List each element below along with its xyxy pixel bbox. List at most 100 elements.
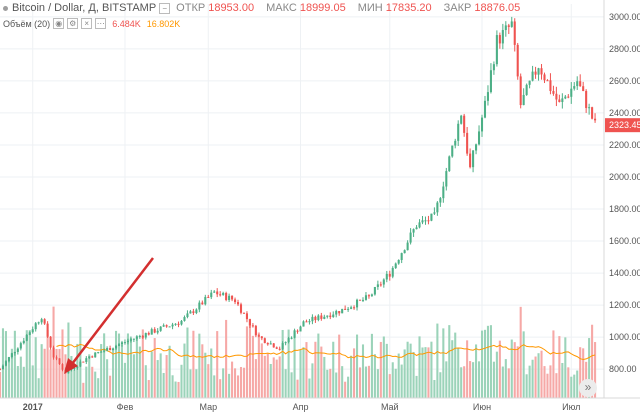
volume-bar xyxy=(549,365,552,398)
volume-bar xyxy=(109,375,112,398)
volume-bar xyxy=(299,350,302,398)
volume-bar xyxy=(281,329,284,398)
volume-bar xyxy=(120,344,124,398)
candle-body xyxy=(314,316,317,321)
last-price-badge xyxy=(605,118,640,133)
volume-bar xyxy=(388,374,391,398)
candle-body xyxy=(129,339,132,341)
candle-body xyxy=(186,313,189,318)
volume-bar xyxy=(367,365,370,398)
volume-bar xyxy=(522,331,525,398)
close-value: 18876.05 xyxy=(474,2,521,14)
volume-bar xyxy=(427,347,430,398)
volume-bar xyxy=(272,357,275,398)
candle-body xyxy=(174,323,177,325)
candle-body xyxy=(347,308,350,310)
candle-body xyxy=(117,344,121,346)
candle-body xyxy=(263,338,266,344)
volume-bar xyxy=(412,351,415,398)
candle-body xyxy=(287,338,290,343)
x-axis: 2017 Фев Мар Апр Май Июн Июл xyxy=(0,397,640,412)
volume-bar xyxy=(364,366,368,398)
candle-body xyxy=(120,342,124,345)
candle-body xyxy=(594,118,597,121)
volume-bar xyxy=(463,366,466,398)
candle-body xyxy=(293,330,296,338)
close-icon[interactable]: × xyxy=(81,18,93,29)
candle-body xyxy=(424,220,427,222)
candle-body xyxy=(168,326,171,328)
candle-body xyxy=(126,340,129,343)
candle-body xyxy=(147,333,150,335)
volume-bar xyxy=(10,348,13,398)
volume-bar xyxy=(171,375,174,398)
candle-body xyxy=(25,334,28,341)
volume-bar xyxy=(204,352,207,398)
volume-bar xyxy=(82,382,85,398)
volume-bar xyxy=(466,340,469,398)
candle-body xyxy=(516,44,519,77)
volume-bar xyxy=(320,346,323,398)
candle-body xyxy=(10,353,13,358)
more-icon[interactable]: ⋯ xyxy=(95,18,107,29)
candle-body xyxy=(504,25,507,31)
volume-bar xyxy=(347,376,350,398)
volume-bar xyxy=(403,349,406,398)
x-tick-label: Июн xyxy=(473,402,491,412)
volume-bar xyxy=(239,366,243,398)
eye-icon[interactable]: ◉ xyxy=(53,18,65,29)
volume-bar xyxy=(141,329,144,398)
volume-bar xyxy=(123,362,127,398)
collapse-icon[interactable]: − xyxy=(159,2,171,14)
volume-bar xyxy=(439,372,442,398)
candle-body xyxy=(275,347,278,349)
settings-icon[interactable]: ⚙ xyxy=(67,18,79,29)
candle-body xyxy=(403,250,406,254)
candle-body xyxy=(79,361,82,367)
volume-bar xyxy=(58,349,61,398)
candle-body xyxy=(519,76,522,106)
volume-bar xyxy=(40,344,43,398)
candle-body xyxy=(353,307,356,309)
volume-bar xyxy=(525,374,528,398)
candle-body xyxy=(451,145,454,157)
candle-body xyxy=(61,364,64,370)
volume-bar xyxy=(153,338,156,398)
double-chevron-right-icon: » xyxy=(584,380,592,394)
candle-body xyxy=(442,186,445,199)
volume-bar xyxy=(114,330,118,398)
candle-body xyxy=(135,336,138,339)
candle-body xyxy=(341,308,344,314)
candle-body xyxy=(591,107,594,119)
volume-bar xyxy=(245,326,248,398)
volume-bar xyxy=(228,373,231,398)
volume-bar xyxy=(88,354,91,398)
candle-body xyxy=(513,21,516,45)
volume-bar xyxy=(332,341,335,398)
scroll-to-realtime-button[interactable]: » xyxy=(579,379,597,397)
candle-body xyxy=(531,71,534,81)
volume-bar xyxy=(162,372,165,398)
volume-bar xyxy=(266,353,269,398)
candle-body xyxy=(579,81,582,87)
candle-body xyxy=(225,292,228,301)
candle-body xyxy=(543,74,546,81)
volume-bar xyxy=(594,342,597,398)
volume-bar xyxy=(189,369,192,398)
high-value: 18999.05 xyxy=(299,2,346,14)
volume-bar xyxy=(198,333,201,398)
candle-body xyxy=(43,319,46,324)
volume-bar xyxy=(112,348,115,398)
volume-bar xyxy=(49,349,52,398)
volume-value: 6.484K xyxy=(112,18,141,29)
volume-bar xyxy=(537,353,540,398)
candle-body xyxy=(239,304,243,313)
candle-body xyxy=(534,71,537,75)
candle-body xyxy=(448,156,451,172)
candle-body xyxy=(198,302,201,310)
candle-body xyxy=(171,324,174,327)
candle-body xyxy=(109,348,112,351)
y-tick-label: 800.00 xyxy=(609,364,637,374)
